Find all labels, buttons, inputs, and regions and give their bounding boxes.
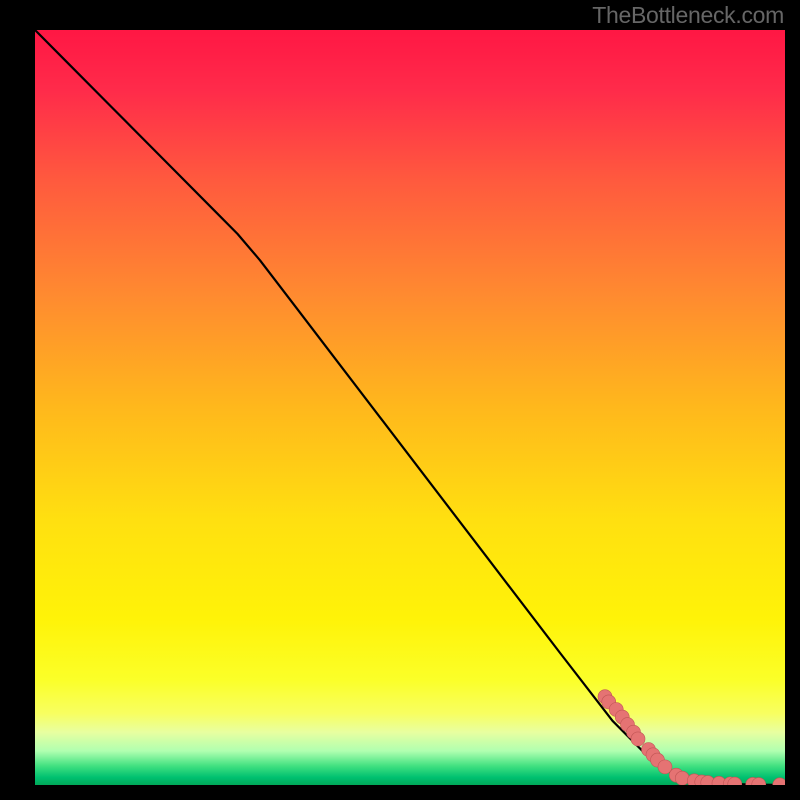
chart-svg — [35, 30, 785, 785]
data-marker — [675, 771, 689, 785]
chart-plot-area — [35, 30, 785, 785]
data-marker — [631, 732, 645, 746]
watermark-text: TheBottleneck.com — [592, 2, 784, 29]
